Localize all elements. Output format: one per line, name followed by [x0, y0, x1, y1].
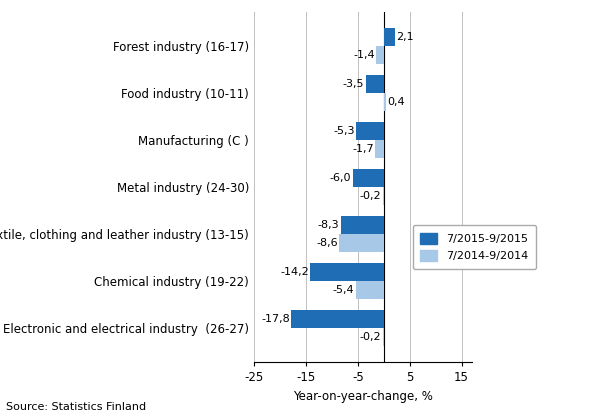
Text: -3,5: -3,5	[343, 79, 364, 89]
Bar	[310, 263, 384, 281]
Text: -17,8: -17,8	[261, 314, 290, 324]
Bar	[353, 169, 384, 187]
Bar	[356, 281, 384, 299]
Bar	[375, 140, 384, 158]
Bar	[341, 216, 384, 234]
Bar	[376, 46, 384, 64]
Legend: 7/2015-9/2015, 7/2014-9/2014: 7/2015-9/2015, 7/2014-9/2014	[413, 225, 536, 269]
Bar	[356, 122, 384, 140]
Text: Source: Statistics Finland: Source: Statistics Finland	[6, 402, 146, 412]
Text: -0,2: -0,2	[360, 332, 381, 342]
Bar	[292, 310, 384, 328]
Bar	[339, 234, 384, 252]
Bar	[365, 75, 384, 93]
Bar	[383, 328, 384, 346]
Text: -14,2: -14,2	[280, 267, 309, 277]
Text: -8,3: -8,3	[318, 220, 339, 230]
Bar	[384, 93, 386, 111]
X-axis label: Year-on-year-change, %: Year-on-year-change, %	[293, 389, 433, 403]
Text: -1,7: -1,7	[352, 144, 374, 154]
Text: 2,1: 2,1	[396, 32, 414, 42]
Text: -0,2: -0,2	[360, 191, 381, 201]
Text: -8,6: -8,6	[316, 238, 338, 248]
Text: -5,3: -5,3	[333, 126, 355, 136]
Text: -5,4: -5,4	[333, 285, 355, 295]
Bar	[384, 28, 394, 46]
Bar	[383, 187, 384, 205]
Text: -6,0: -6,0	[330, 173, 352, 183]
Text: 0,4: 0,4	[387, 97, 405, 107]
Text: -1,4: -1,4	[353, 50, 375, 60]
